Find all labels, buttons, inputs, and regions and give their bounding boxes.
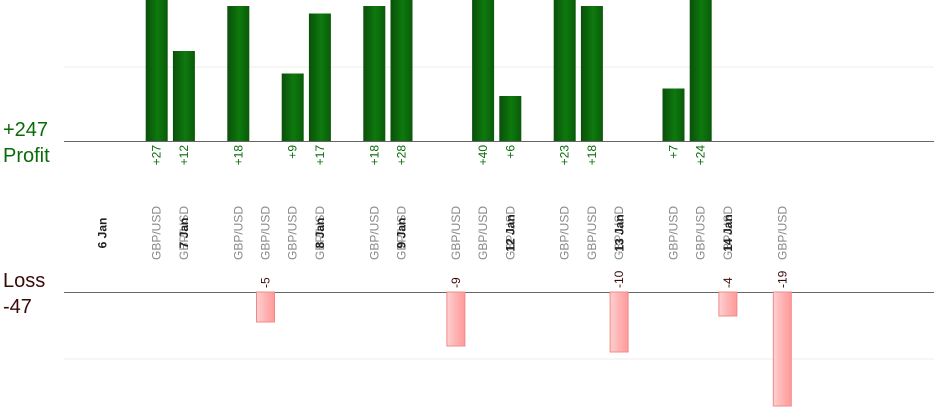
date-label: 7 Jan [177, 218, 191, 249]
pair-label: GBP/USD [558, 206, 572, 260]
pair-label: GBP/USD [476, 206, 490, 260]
pair-label: GBP/USD [150, 206, 164, 260]
loss-label: Loss [3, 270, 46, 292]
pair-label: GBP/USD [259, 206, 273, 260]
pair-label: GBP/USD [503, 206, 517, 260]
loss-value-label: -4 [721, 277, 735, 288]
profit-label: Profit [3, 145, 50, 167]
pair-label: GBP/USD [177, 206, 191, 260]
date-label: 8 Jan [313, 218, 327, 249]
profit-bar [281, 73, 304, 141]
pair-label: GBP/USD [721, 206, 735, 260]
pair-label: GBP/USD [231, 206, 245, 260]
loss-total: -47 [3, 296, 32, 318]
pair-label: GBP/USD [694, 206, 708, 260]
date-label: 14 Jan [721, 214, 735, 251]
loss-bar [609, 291, 629, 353]
loss-bar [718, 291, 738, 317]
loss-value-label: -5 [259, 277, 273, 288]
loss-value-label: -19 [775, 270, 789, 288]
loss-bar [446, 291, 466, 347]
profit-value-label: +12 [177, 145, 191, 166]
profit-value-label: +28 [395, 145, 409, 166]
profit-value-label: +6 [503, 145, 517, 159]
date-label: 9 Jan [395, 218, 409, 249]
profit-bar [145, 0, 168, 141]
profit-value-label: +7 [667, 145, 681, 159]
pair-label: GBP/USD [313, 206, 327, 260]
profit-value-label: +9 [286, 145, 300, 159]
pair-label: GBP/USD [667, 206, 681, 260]
profit-bar [363, 6, 386, 141]
loss-value-label: -10 [612, 270, 626, 288]
pair-label: GBP/USD [395, 206, 409, 260]
profit-bar [227, 6, 250, 141]
date-label: 6 Jan [96, 218, 110, 249]
profit-value-label: +18 [231, 145, 245, 166]
pair-label: GBP/USD [775, 206, 789, 260]
date-label: 13 Jan [612, 214, 626, 251]
profit-bar [172, 51, 195, 141]
profit-bar [580, 6, 603, 141]
profit-value-label: +24 [694, 145, 708, 166]
profit-bar [553, 0, 576, 141]
profit-bar [472, 0, 495, 141]
pair-label: GBP/USD [612, 206, 626, 260]
profit-value-label: +18 [585, 145, 599, 166]
profit-bar [689, 0, 712, 141]
pair-label: GBP/USD [585, 206, 599, 260]
profit-value-label: +27 [150, 145, 164, 166]
pair-label: GBP/USD [449, 206, 463, 260]
loss-value-label: -9 [449, 277, 463, 288]
profit-bar [390, 0, 413, 141]
profit-bar [308, 13, 331, 141]
loss-bar [772, 291, 792, 407]
loss-bar [256, 291, 275, 323]
profit-value-label: +17 [313, 145, 327, 166]
pair-label: GBP/USD [286, 206, 300, 260]
profit-bar [499, 96, 522, 141]
profit-value-label: +18 [367, 145, 381, 166]
date-label: 12 Jan [504, 214, 518, 251]
profit-bar [662, 88, 685, 141]
pair-label: GBP/USD [367, 206, 381, 260]
profit-total: +247 [3, 119, 49, 141]
profit-value-label: +23 [558, 145, 572, 166]
profit-value-label: +40 [476, 145, 490, 166]
